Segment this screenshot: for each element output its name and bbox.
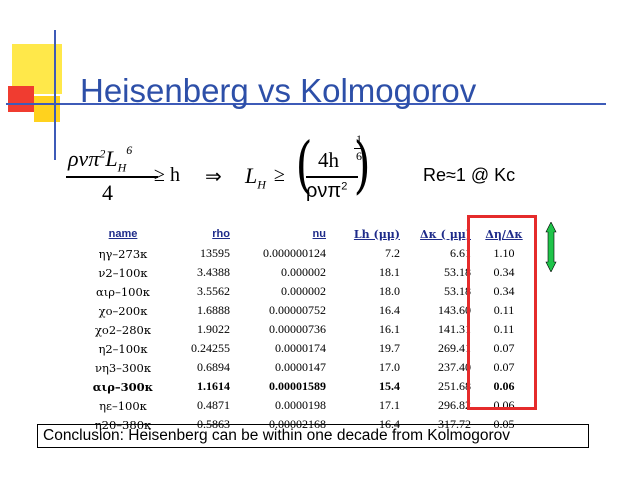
cell-rho: 1.6888 — [197, 303, 230, 317]
left-paren: ( — [295, 128, 313, 201]
exponent-denominator: 6 — [356, 149, 362, 163]
cell-nu: 0.0000147 — [275, 360, 326, 374]
table-row-highlighted: αιρ–300κ 1.1614 0.00001589 15.4 251.68 0… — [82, 377, 537, 396]
table-row: η2–100κ 0.24255 0.0000174 19.7 269.41 0.… — [82, 339, 537, 358]
green-arrow-marker — [545, 222, 557, 272]
cell-rho: 3.5562 — [197, 284, 230, 298]
cell-name: ν2–100κ — [98, 265, 148, 280]
cell-ratio: 0.34 — [493, 265, 515, 279]
cell-ratio: 0.07 — [493, 360, 515, 374]
conclusion-box: Conclusion: Heisenberg can be within one… — [37, 424, 589, 448]
cell-rho: 1.1614 — [197, 379, 230, 393]
cell-nu: 0.000002 — [281, 265, 326, 279]
col-header-rho: rho — [212, 228, 230, 240]
decor-yellow-square — [12, 44, 62, 94]
cell-lh: 17.0 — [379, 360, 400, 374]
cell-lh: 18.0 — [379, 284, 400, 298]
cell-delta-kappa: 251.68 — [438, 379, 471, 393]
cell-rho: 1.9022 — [197, 322, 230, 336]
cell-nu: 0.000002 — [281, 284, 326, 298]
left-fraction-bar — [66, 176, 158, 178]
right-fraction-bar — [306, 176, 358, 178]
cell-ratio: 0.34 — [493, 284, 515, 298]
cell-name: ηγ–273κ — [98, 246, 148, 261]
decor-horizontal-line — [6, 103, 606, 105]
cell-name: χο2–280κ — [94, 322, 152, 337]
col-header-ratio: Δη/Δκ — [485, 227, 523, 241]
cell-nu: 0.0000174 — [275, 341, 326, 355]
lh-symbol: LH — [245, 163, 266, 192]
cell-name: ηε–100κ — [99, 398, 147, 413]
cell-nu: 0.00000752 — [269, 303, 326, 317]
cell-name: χο–200κ — [98, 303, 148, 318]
cell-name: η2–100κ — [98, 341, 148, 356]
cell-ratio: 1.10 — [493, 246, 515, 260]
exponent-numerator: 1 — [356, 132, 362, 146]
cell-ratio: 0.06 — [493, 379, 515, 393]
cell-name: αιρ–300κ — [92, 379, 154, 394]
cell-lh: 19.7 — [379, 341, 400, 355]
cell-delta-kappa: 237.40 — [438, 360, 471, 374]
left-denominator: 4 — [102, 180, 113, 205]
table-row: ν2–100κ 3.4388 0.000002 18.1 53.18 0.34 — [82, 263, 537, 282]
left-numerator: ρνπ2LH6 — [68, 142, 133, 175]
cell-delta-kappa: 269.41 — [438, 341, 471, 355]
cell-rho: 3.4388 — [197, 265, 230, 279]
cell-nu: 0.000000124 — [263, 246, 326, 260]
table-header-row: name rho nu Lh (μμ) Δκ ( μμ) Δη/Δκ — [82, 224, 537, 244]
implies-symbol: ⇒ — [205, 166, 222, 188]
cell-delta-kappa: 53.18 — [444, 284, 471, 298]
data-table: name rho nu Lh (μμ) Δκ ( μμ) Δη/Δκ ηγ–27… — [82, 224, 537, 434]
cell-delta-kappa: 141.31 — [438, 322, 471, 336]
cell-lh: 16.1 — [379, 322, 400, 336]
cell-rho: 0.4871 — [197, 398, 230, 412]
decor-yellow-square-small — [34, 96, 60, 122]
cell-ratio: 0.07 — [493, 341, 515, 355]
col-header-lh: Lh (μμ) — [353, 227, 400, 241]
cell-lh: 17.1 — [379, 398, 400, 412]
cell-delta-kappa: 143.60 — [438, 303, 471, 317]
cell-lh: 18.1 — [379, 265, 400, 279]
cell-name: νη3–300κ — [94, 360, 152, 375]
table-row: χο–200κ 1.6888 0.00000752 16.4 143.60 0.… — [82, 301, 537, 320]
cell-delta-kappa: 296.82 — [438, 398, 471, 412]
table-row: αιρ–100κ 3.5562 0.000002 18.0 53.18 0.34 — [82, 282, 537, 301]
cell-rho: 13595 — [200, 246, 230, 260]
cell-lh: 16.4 — [379, 303, 400, 317]
cell-nu: 0.00000736 — [269, 322, 326, 336]
cell-delta-kappa: 6.61 — [450, 246, 471, 260]
table-row: νη3–300κ 0.6894 0.0000147 17.0 237.40 0.… — [82, 358, 537, 377]
col-header-delta-kappa: Δκ ( μμ) — [420, 227, 471, 241]
cell-lh: 15.4 — [379, 379, 400, 393]
col-header-name: name — [108, 228, 138, 240]
cell-ratio: 0.11 — [493, 322, 515, 336]
decor-red-square — [8, 86, 34, 112]
table-row: χο2–280κ 1.9022 0.00000736 16.1 141.31 0… — [82, 320, 537, 339]
right-numerator: 4h — [318, 148, 339, 172]
reynolds-note: Re≈1 @ Kc — [423, 165, 516, 185]
table-row: ηγ–273κ 13595 0.000000124 7.2 6.61 1.10 — [82, 244, 537, 263]
col-header-nu: nu — [312, 228, 326, 240]
geq-symbol: ≥ — [274, 164, 285, 186]
cell-nu: 0.00001589 — [269, 379, 326, 393]
decor-vertical-line — [54, 30, 56, 160]
equation: ρνπ2LH6 4 ≥ h ⇒ LH ≥ ( 4h ρνπ2 ) 1 6 — [60, 128, 440, 220]
cell-rho: 0.24255 — [191, 341, 230, 355]
right-denominator: ρνπ2 — [306, 180, 348, 202]
cell-rho: 0.6894 — [197, 360, 230, 374]
highlight-box — [467, 215, 537, 410]
right-paren: ) — [353, 128, 371, 201]
exponent-bar — [354, 148, 363, 149]
cell-lh: 7.2 — [385, 246, 400, 260]
slide-title: Heisenberg vs Kolmogorov — [80, 72, 477, 109]
geq-h: ≥ h — [154, 164, 180, 186]
cell-name: αιρ–100κ — [96, 284, 150, 299]
cell-nu: 0.0000198 — [275, 398, 326, 412]
cell-delta-kappa: 53.18 — [444, 265, 471, 279]
cell-ratio: 0.11 — [493, 303, 515, 317]
table-row: ηε–100κ 0.4871 0.0000198 17.1 296.82 0.0… — [82, 396, 537, 415]
